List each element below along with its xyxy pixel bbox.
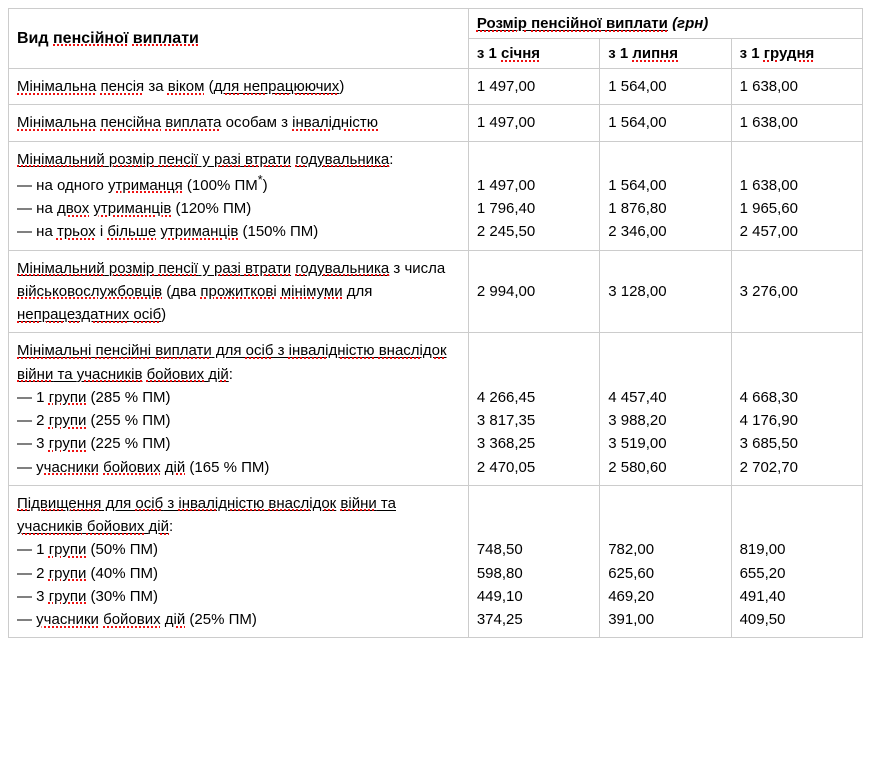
value-dec: 1 638,00	[731, 105, 862, 141]
row-label: Мінімальний розмір пенсії у разі втрати …	[9, 250, 469, 333]
hdr-word: виплати	[133, 30, 199, 47]
table-row: Мінімальна пенсійна виплата особам з інв…	[9, 105, 863, 141]
hdr-word: пенсійної	[53, 30, 128, 47]
value-dec: 4 668,304 176,903 685,502 702,70	[731, 333, 862, 486]
value-jan: 1 497,00	[468, 105, 599, 141]
table-header: Вид пенсійної виплати Розмір пенсійної в…	[9, 9, 863, 69]
table-row: Мінімальні пенсійні виплати для осіб з і…	[9, 333, 863, 486]
row-label: Мінімальна пенсія за віком (для непрацюю…	[9, 69, 469, 105]
header-col-dec: з 1 грудня	[731, 39, 862, 69]
value-jan: 4 266,453 817,353 368,252 470,05	[468, 333, 599, 486]
hdr-word: з	[608, 45, 615, 62]
hdr-word: січня	[501, 45, 540, 62]
hdr-word: Вид	[17, 30, 49, 47]
value-dec: 1 638,001 965,602 457,00	[731, 141, 862, 250]
value-jul: 4 457,403 988,203 519,002 580,60	[600, 333, 731, 486]
header-col-jul: з 1 липня	[600, 39, 731, 69]
hdr-word: липня	[632, 45, 678, 62]
value-dec: 1 638,00	[731, 69, 862, 105]
table-row: Підвищення для осіб з інвалідністю внасл…	[9, 485, 863, 638]
value-jan: 1 497,001 796,402 245,50	[468, 141, 599, 250]
table-row: Мінімальний розмір пенсії у разі втрати …	[9, 250, 863, 333]
hdr-word: пенсійної	[531, 15, 602, 32]
table-row: Мінімальна пенсія за віком (для непрацюю…	[9, 69, 863, 105]
value-jul: 1 564,001 876,802 346,00	[600, 141, 731, 250]
header-row-label: Вид пенсійної виплати	[9, 9, 469, 69]
hdr-currency: (грн)	[672, 15, 708, 32]
value-jan: 1 497,00	[468, 69, 599, 105]
value-jan: 2 994,00	[468, 250, 599, 333]
row-label: Мінімальний розмір пенсії у разі втрати …	[9, 141, 469, 250]
row-label: Підвищення для осіб з інвалідністю внасл…	[9, 485, 469, 638]
hdr-word: виплати	[606, 15, 668, 32]
value-dec: 3 276,00	[731, 250, 862, 333]
row-label: Мінімальна пенсійна виплата особам з інв…	[9, 105, 469, 141]
value-jul: 1 564,00	[600, 69, 731, 105]
table-body: Мінімальна пенсія за віком (для непрацюю…	[9, 69, 863, 638]
hdr-word: 1	[751, 45, 759, 62]
value-dec: 819,00655,20491,40409,50	[731, 485, 862, 638]
hdr-word: з	[477, 45, 484, 62]
hdr-word: 1	[620, 45, 628, 62]
hdr-word: Розмір	[477, 15, 527, 32]
value-jul: 3 128,00	[600, 250, 731, 333]
header-super: Розмір пенсійної виплати (грн)	[468, 9, 862, 39]
hdr-word: з	[740, 45, 747, 62]
header-col-jan: з 1 січня	[468, 39, 599, 69]
hdr-word: 1	[488, 45, 496, 62]
value-jul: 782,00625,60469,20391,00	[600, 485, 731, 638]
row-label: Мінімальні пенсійні виплати для осіб з і…	[9, 333, 469, 486]
table-row: Мінімальний розмір пенсії у разі втрати …	[9, 141, 863, 250]
value-jul: 1 564,00	[600, 105, 731, 141]
value-jan: 748,50598,80449,10374,25	[468, 485, 599, 638]
pension-table: Вид пенсійної виплати Розмір пенсійної в…	[8, 8, 863, 638]
hdr-word: грудня	[764, 45, 815, 62]
